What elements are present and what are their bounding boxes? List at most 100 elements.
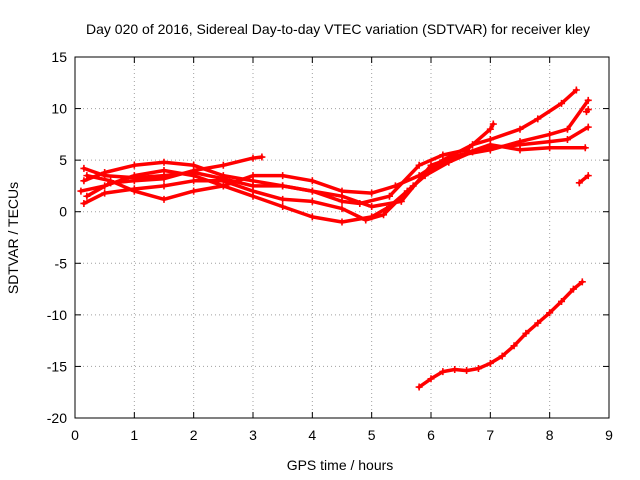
data-point [101, 189, 109, 197]
data-point [338, 205, 346, 213]
data-point [160, 172, 168, 180]
series-track-2 [83, 86, 580, 203]
data-point [190, 169, 198, 177]
x-tick-label: 1 [130, 427, 138, 443]
data-point [563, 136, 571, 144]
data-point [489, 120, 497, 128]
data-point [380, 211, 388, 219]
series-track-9 [582, 106, 592, 116]
data-point [445, 158, 453, 166]
data-point [190, 177, 198, 185]
data-point [368, 189, 376, 197]
data-point [356, 199, 364, 207]
data-point [160, 195, 168, 203]
data-point [258, 153, 266, 161]
data-point [80, 177, 88, 185]
data-point [546, 130, 554, 138]
x-tick-label: 0 [71, 427, 79, 443]
data-point [130, 161, 138, 169]
series-track-4 [80, 123, 592, 224]
data-point [581, 144, 589, 152]
data-point [403, 187, 411, 195]
data-point [77, 187, 85, 195]
data-point [427, 375, 435, 383]
y-tick-label: -5 [55, 255, 68, 271]
x-axis-label: GPS time / hours [287, 457, 394, 473]
data-point [83, 192, 91, 200]
data-point [584, 106, 592, 114]
data-point [572, 86, 580, 94]
data-point [415, 172, 423, 180]
data-point [486, 136, 494, 144]
grid [75, 57, 609, 418]
data-point [558, 297, 566, 305]
y-tick-label: -10 [47, 307, 67, 323]
data-point [584, 96, 592, 104]
data-point [279, 182, 287, 190]
data-point [130, 185, 138, 193]
data-point [279, 195, 287, 203]
series-track-8 [575, 172, 592, 187]
data-point [584, 172, 592, 180]
x-tick-label: 2 [190, 427, 198, 443]
data-point [219, 175, 227, 183]
data-point [101, 172, 109, 180]
data-point [474, 364, 482, 372]
data-point [486, 125, 494, 133]
data-point [463, 146, 471, 154]
data-point [308, 187, 316, 195]
data-point [439, 151, 447, 159]
data-point [279, 203, 287, 211]
data-point [338, 187, 346, 195]
data-point [546, 144, 554, 152]
data-point [563, 125, 571, 133]
x-tick-label: 3 [249, 427, 257, 443]
data-point [190, 187, 198, 195]
data-point [522, 329, 530, 337]
data-point [421, 172, 429, 180]
data-point [486, 359, 494, 367]
data-point [83, 172, 91, 180]
y-tick-label: 5 [59, 152, 67, 168]
data-point [368, 203, 376, 211]
data-point [510, 342, 518, 350]
data-point [516, 125, 524, 133]
data-point [107, 179, 115, 187]
x-tick-label: 6 [427, 427, 435, 443]
data-point [498, 352, 506, 360]
data-point [362, 216, 370, 224]
data-point [415, 383, 423, 391]
series-track-6 [80, 120, 497, 207]
data-point [80, 164, 88, 172]
series-track-7 [415, 278, 586, 391]
data-point [308, 197, 316, 205]
data-point [469, 148, 477, 156]
data-series [77, 86, 592, 391]
data-point [249, 172, 257, 180]
series-trace [79, 98, 590, 224]
data-point [279, 172, 287, 180]
data-point [575, 179, 583, 187]
data-point [486, 144, 494, 152]
data-point [160, 182, 168, 190]
y-tick-label: 0 [59, 204, 67, 220]
data-point [534, 319, 542, 327]
data-point [338, 218, 346, 226]
x-tick-label: 7 [486, 427, 494, 443]
data-point [584, 123, 592, 131]
data-point [308, 177, 316, 185]
x-tick-label: 9 [605, 427, 613, 443]
data-point [558, 99, 566, 107]
data-point [439, 368, 447, 376]
series-trace [85, 88, 579, 202]
x-tick-label: 8 [546, 427, 554, 443]
data-point [338, 197, 346, 205]
data-point [546, 138, 554, 146]
data-point [569, 285, 577, 293]
data-point [516, 141, 524, 149]
data-point [130, 174, 138, 182]
y-tick-label: -20 [47, 410, 67, 426]
data-point [578, 278, 586, 286]
x-tick-label: 5 [368, 427, 376, 443]
